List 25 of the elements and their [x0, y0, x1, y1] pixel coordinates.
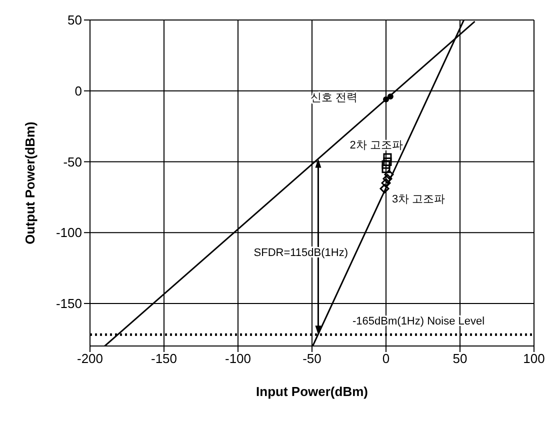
point — [383, 96, 389, 102]
point — [381, 178, 391, 188]
point — [382, 174, 392, 184]
point — [387, 94, 394, 100]
annotation: 3차 고조파 — [392, 193, 446, 206]
point — [383, 153, 392, 162]
x-tick-label: -100 — [224, 351, 252, 366]
point — [382, 164, 390, 174]
x-tick-label: 50 — [452, 351, 468, 366]
x-tick-label: 0 — [382, 351, 390, 366]
x-tick-label: -50 — [302, 351, 322, 366]
x-tick-label: -200 — [76, 351, 104, 366]
y-tick-label: -50 — [63, 154, 82, 170]
point — [384, 170, 394, 180]
y-axis-title: Output Power(dBm) — [22, 122, 38, 244]
y-tick-label: -150 — [56, 296, 82, 312]
x-tick-label: -150 — [150, 351, 178, 366]
point — [380, 184, 390, 194]
x-tick-label: 100 — [523, 351, 545, 366]
point — [383, 157, 392, 166]
y-tick-label: -100 — [56, 225, 82, 240]
x-axis-title: Input Power(dBm) — [256, 384, 368, 399]
y-tick-label: 50 — [68, 12, 82, 28]
point — [382, 160, 390, 169]
y-tick-label: 0 — [74, 83, 82, 98]
